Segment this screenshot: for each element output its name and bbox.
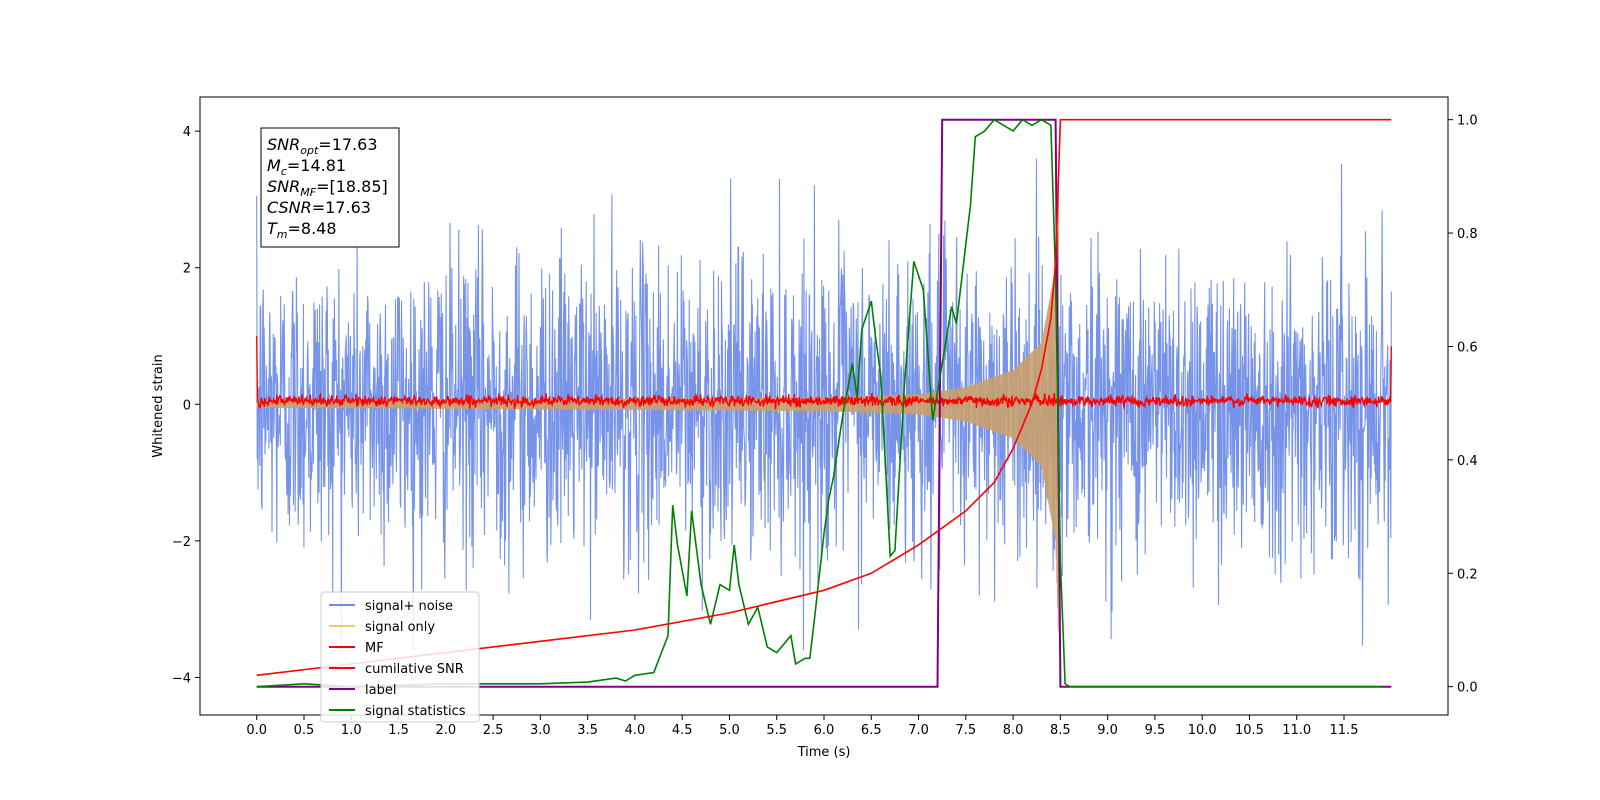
legend-label: MF [365, 641, 384, 656]
x-axis-title: Time (s) [797, 745, 851, 760]
cumulative-snr-line [256, 118, 1392, 677]
y2-tick-label: 0.4 [1457, 454, 1478, 469]
mf-line [256, 335, 1392, 410]
legend-frame [320, 591, 480, 723]
x-tick-label: 6.5 [861, 723, 882, 738]
legend-label: signal+ noise [365, 599, 453, 614]
y2-tick-label: 0.0 [1457, 681, 1478, 696]
series-group [256, 118, 1392, 688]
y2-tick-label: 0.2 [1457, 567, 1478, 582]
y-tick-label: 2 [183, 262, 191, 277]
x-tick-label: 7.5 [955, 723, 976, 738]
legend-label: label [365, 683, 396, 698]
x-tick-label: 4.0 [625, 723, 646, 738]
x-tick-label: 5.5 [766, 723, 787, 738]
legend: signal+ noise signal only MF cumilative SNR… [320, 591, 480, 723]
y-tick-label: −2 [172, 535, 191, 550]
info-box-frame [260, 127, 400, 248]
info-line: CSNR=17.63 [267, 198, 371, 217]
x-tick-label: 9.5 [1145, 723, 1166, 738]
y2-tick-label: 1.0 [1457, 114, 1478, 129]
info-line: SNRMF=[18.85] [267, 177, 388, 199]
legend-label: cumilative SNR [365, 662, 464, 677]
x-tick-label: 5.0 [719, 723, 740, 738]
x-tick-label: 4.5 [672, 723, 693, 738]
y-tick-label: 4 [183, 125, 191, 140]
x-tick-label: 8.5 [1050, 723, 1071, 738]
y2-tick-label: 0.6 [1457, 340, 1478, 355]
y2-tick-label: 0.8 [1457, 227, 1478, 242]
info-box: SNRopt=17.63Mc=14.81SNRMF=[18.85]CSNR=17… [260, 127, 400, 248]
x-tick-label: 2.0 [435, 723, 456, 738]
y-axis-title: Whitened strain [151, 354, 166, 457]
x-tick-label: 11.0 [1282, 723, 1311, 738]
axis-ticks: 0.0 0.5 1.0 1.5 2.0 2.5 3.0 3.5 4.0 4.5 5.0 5.5 6.0 6… [172, 114, 1478, 738]
x-tick-label: 2.5 [483, 723, 504, 738]
x-tick-label: 0.0 [246, 723, 267, 738]
x-tick-label: 3.0 [530, 723, 551, 738]
plot-area [256, 118, 1392, 688]
x-tick-label: 0.5 [294, 723, 315, 738]
x-tick-label: 11.5 [1330, 723, 1359, 738]
legend-label: signal only [365, 620, 435, 635]
info-line: Tm=8.48 [267, 219, 337, 241]
x-tick-label: 6.0 [814, 723, 835, 738]
x-tick-label: 9.0 [1097, 723, 1118, 738]
x-tick-label: 10.0 [1188, 723, 1217, 738]
y-tick-label: −4 [172, 671, 191, 686]
legend-label: signal statistics [365, 704, 466, 719]
x-tick-label: 7.0 [908, 723, 929, 738]
x-tick-label: 1.0 [341, 723, 362, 738]
x-tick-label: 10.5 [1235, 723, 1264, 738]
y-tick-label: 0 [183, 398, 191, 413]
signal-noise-line [256, 158, 1392, 651]
x-tick-label: 3.5 [577, 723, 598, 738]
info-line: SNRopt=17.63 [267, 135, 378, 157]
x-tick-label: 1.5 [388, 723, 409, 738]
signal-statistics-line [256, 118, 1382, 688]
info-line: Mc=14.81 [267, 156, 346, 178]
x-tick-label: 8.0 [1003, 723, 1024, 738]
